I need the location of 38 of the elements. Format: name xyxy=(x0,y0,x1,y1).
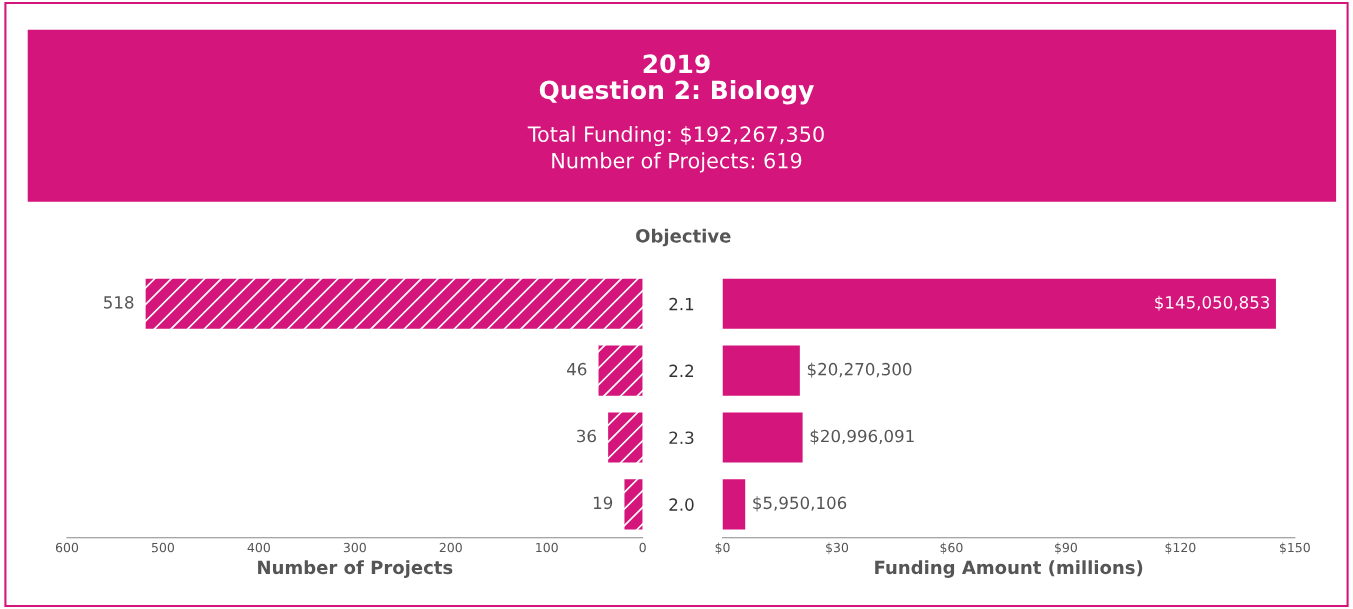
x-tick-label: 200 xyxy=(439,542,462,553)
y-tick-label: 2.1 xyxy=(669,297,694,311)
x-tick-label: 300 xyxy=(343,542,366,553)
bar xyxy=(624,479,643,530)
annotation: $20,996,091 xyxy=(810,429,914,445)
text: Objective xyxy=(636,228,731,247)
data-label: 19 xyxy=(593,496,613,510)
bar xyxy=(722,479,746,530)
data-label: 46 xyxy=(567,362,587,376)
y-tick-label: 2.2 xyxy=(669,364,694,377)
bar xyxy=(145,278,643,329)
chart-subtitle: Total Funding: $192,267,350 Number of Projects: 619 xyxy=(527,125,824,173)
x-tick-label: $60 xyxy=(940,542,963,554)
bar xyxy=(722,345,800,396)
bar xyxy=(598,345,643,396)
x-tick-label: 0 xyxy=(639,542,646,553)
x-tick-label: 500 xyxy=(151,542,175,553)
annotation: $20,270,300 xyxy=(807,362,912,378)
annotation: $145,050,853 xyxy=(1155,295,1270,311)
bar xyxy=(608,412,643,463)
x-tick-label: $30 xyxy=(826,542,849,554)
y-tick-label: 2.0 xyxy=(669,498,694,511)
bar xyxy=(722,412,803,463)
x-tick-label: 400 xyxy=(247,542,270,553)
y-tick-label: 2.3 xyxy=(669,431,694,445)
x-tick-label: 600 xyxy=(55,542,79,553)
x-tick-label: 100 xyxy=(536,542,558,553)
x-tick-label: $0 xyxy=(715,542,730,554)
x-tick-label: $150 xyxy=(1279,542,1310,554)
x-axis-title: Number of Projects xyxy=(258,560,453,578)
data-label: 518 xyxy=(104,296,134,309)
x-tick-label: $90 xyxy=(1055,542,1077,554)
data-label: 36 xyxy=(577,429,596,443)
x-axis-title: Funding Amount (millions) xyxy=(875,560,1143,578)
annotation: $5,950,106 xyxy=(753,496,847,512)
x-tick-label: $120 xyxy=(1165,542,1196,554)
bar xyxy=(722,278,1276,329)
chart-title: 2019 Question 2: Biology xyxy=(539,54,815,105)
